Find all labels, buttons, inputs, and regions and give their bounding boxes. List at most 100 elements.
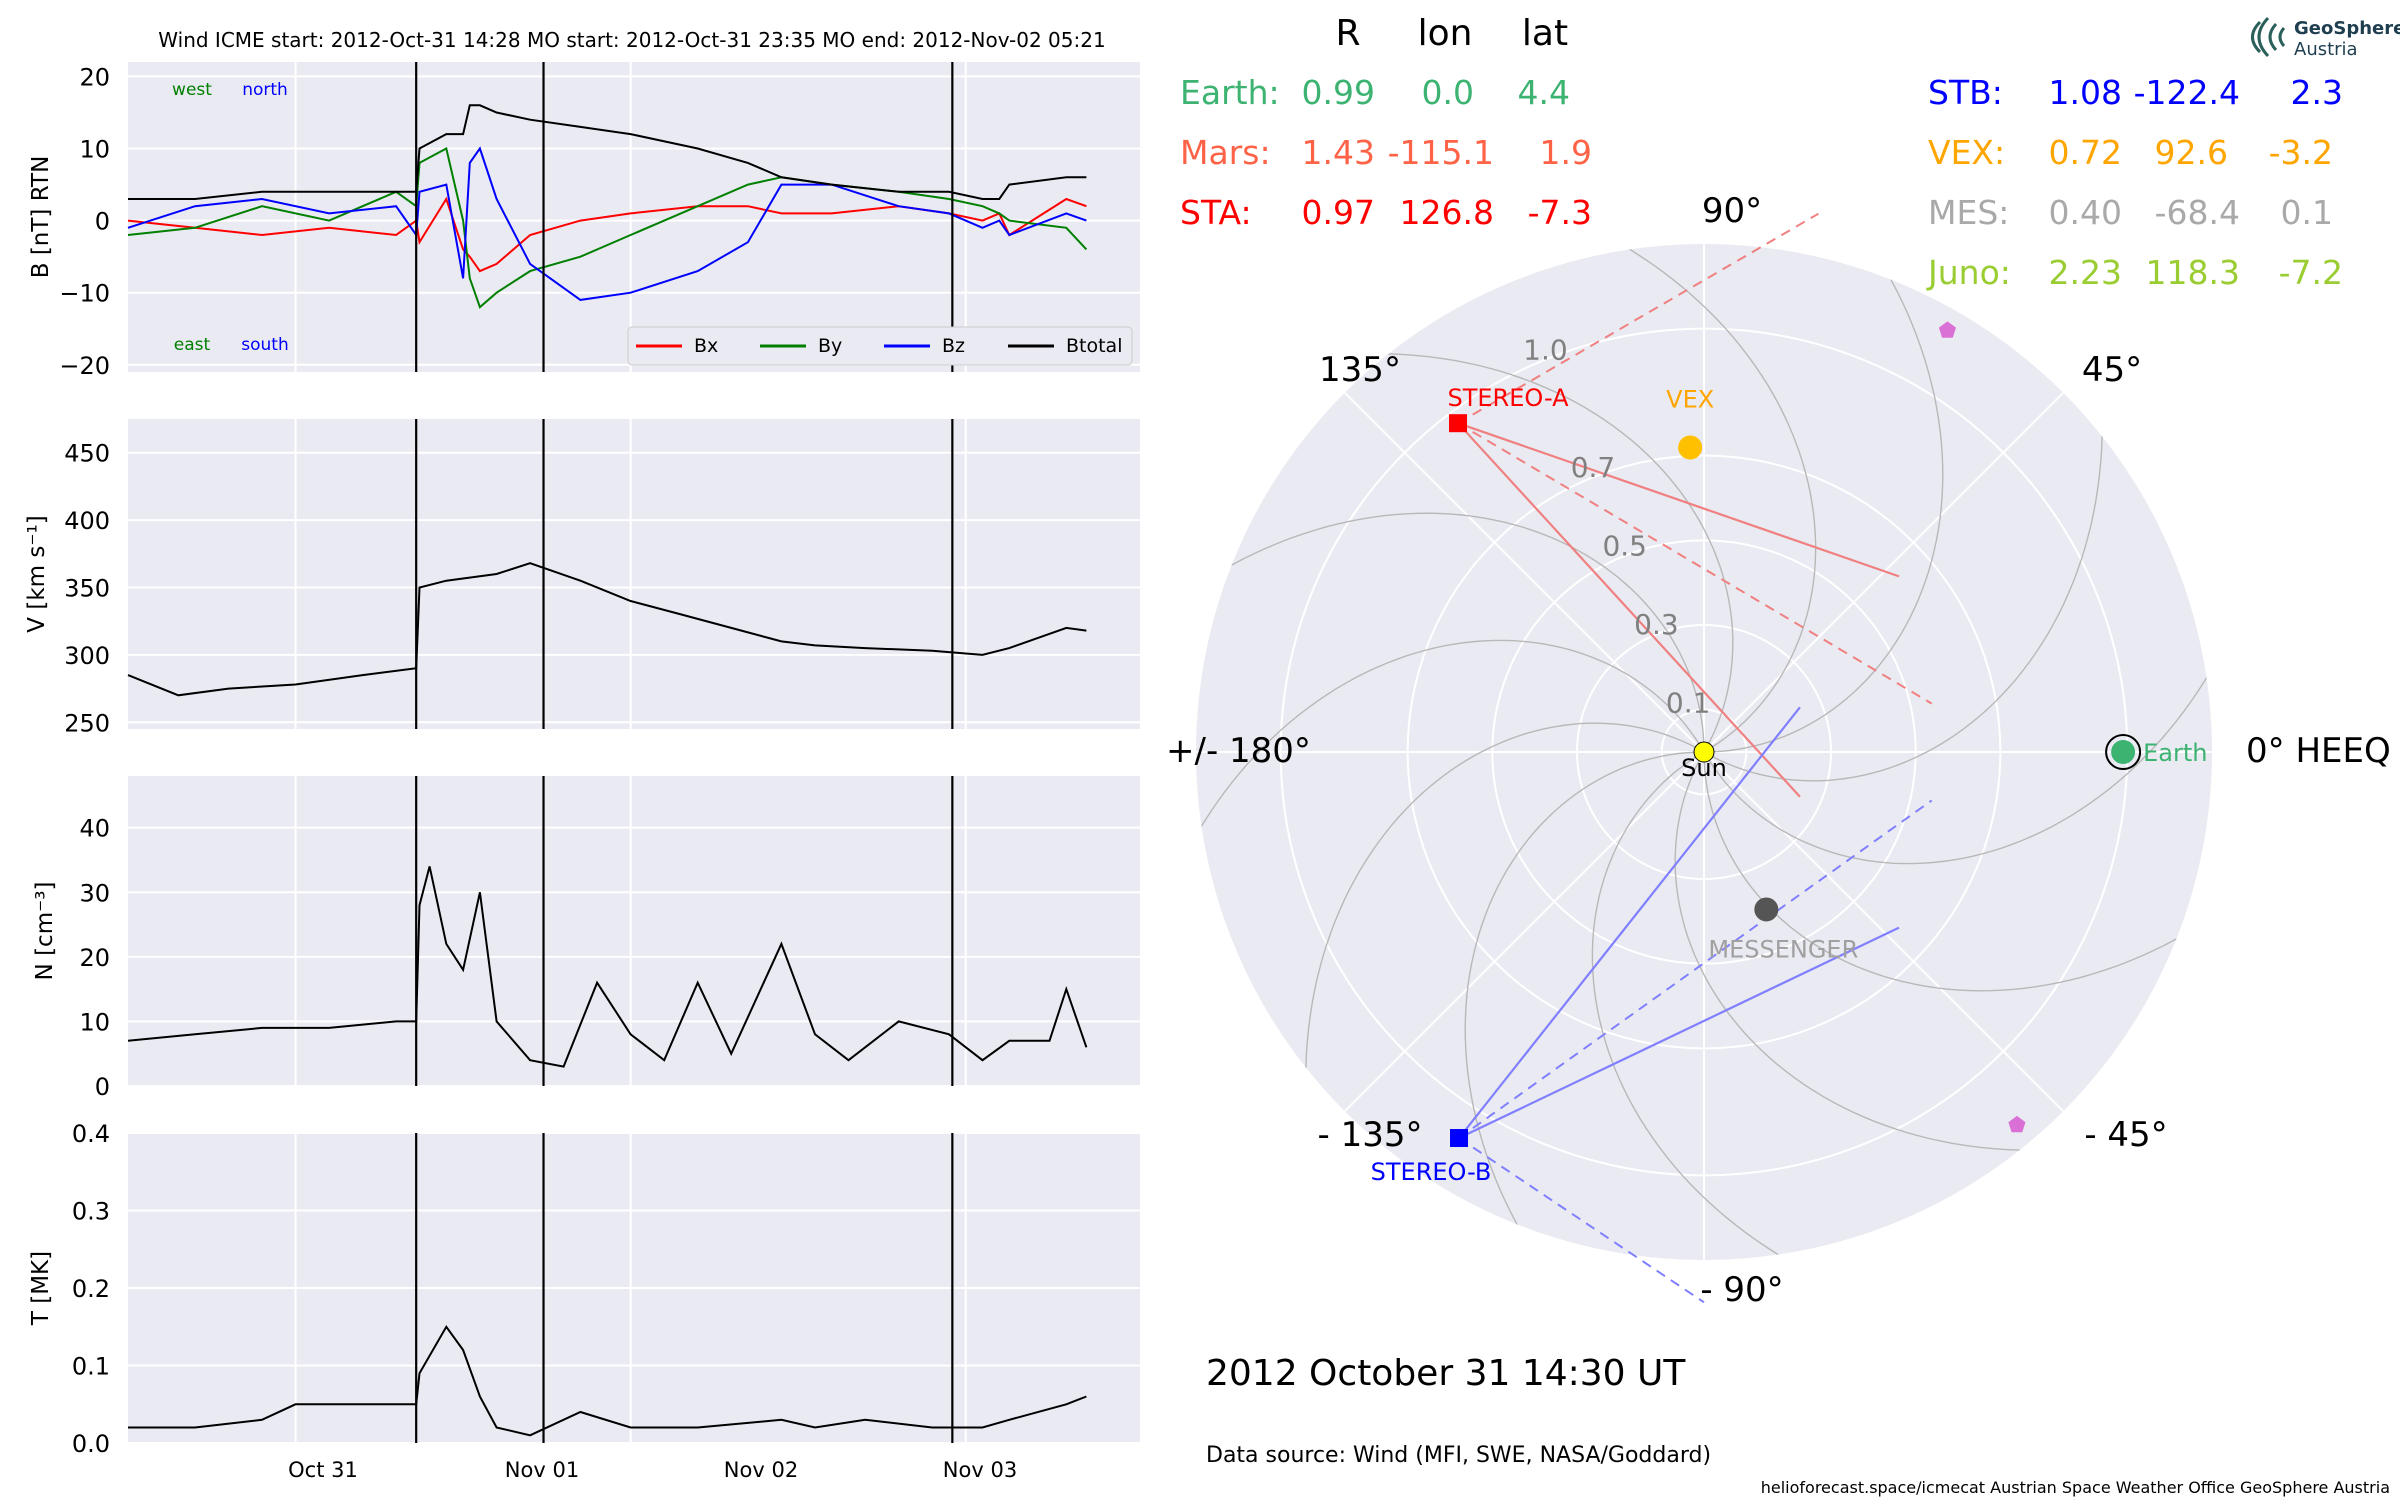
y-tick-label: 10: [79, 136, 110, 164]
polar-r-label: 0.1: [1666, 687, 1711, 720]
annotation-west: west: [172, 80, 212, 100]
panel-v-series: [127, 562, 1087, 697]
table-name-mars: Mars:: [1180, 133, 1271, 172]
theta-label-45: 45°: [2082, 350, 2142, 390]
annotation-north: north: [242, 80, 288, 100]
parker-spiral: [1196, 639, 1705, 850]
series-line-bx: [127, 196, 1087, 273]
position-table: R lon lat Earth: 0.99 0.0 4.4 Mars: 1.43…: [1180, 13, 2343, 292]
polar-ring: [1576, 624, 1832, 880]
panel-n-series: [127, 866, 1088, 1068]
series-line-btotal: [128, 104, 1087, 200]
polar-r-tick-labels: 0.1 0.3 0.5 0.7 1.0: [1523, 333, 1710, 719]
x-tick-label: Oct 31: [288, 1458, 358, 1482]
viewing-ray-dashed: [1457, 422, 1933, 705]
panel-n-yticks: 0 10 20 30 40: [79, 815, 110, 1101]
table-lon-mes: -68.4: [2155, 193, 2240, 232]
timeseries-figure: Wind ICME start: 2012-Oct-31 14:28 MO st…: [24, 28, 1140, 1482]
panel-v-event-lines: [415, 419, 954, 729]
series-line-bz: [127, 146, 1087, 301]
legend-label-btotal: Btotal: [1066, 335, 1122, 357]
polar-grid: [1196, 244, 2212, 1260]
logo-text-line1: GeoSphere: [2294, 18, 2400, 39]
x-tick-labels: Oct 31 Nov 01 Nov 02 Nov 03: [288, 1458, 1017, 1482]
annotation-east: east: [174, 335, 211, 355]
vex-label: VEX: [1666, 386, 1714, 414]
theta-label-0: 0° HEEQ: [2246, 731, 2391, 771]
table-lon-earth: 0.0: [1422, 73, 1474, 112]
table-header-lon: lon: [1418, 13, 1473, 54]
bodies: Sun Earth STEREO-A STEREO-B VEX MESSENGER: [1371, 321, 2207, 1186]
stereo-a-marker: [1449, 414, 1468, 433]
panel-t-ylabel: T [MK]: [28, 1251, 54, 1326]
y-tick-label: −10: [59, 280, 110, 308]
sun-label: Sun: [1681, 754, 1727, 782]
legend-label-bx: Bx: [694, 335, 718, 357]
stereo-b-marker: [1450, 1129, 1469, 1148]
panel-n-grid: [128, 776, 1140, 1087]
sun-marker: [1693, 741, 1715, 763]
geosphere-logo: GeoSphere Austria: [2251, 16, 2400, 60]
table-lat-juno: -7.2: [2279, 253, 2343, 292]
polar-ring: [1279, 327, 2129, 1177]
data-source: Data source: Wind (MFI, SWE, NASA/Goddar…: [1206, 1443, 1711, 1468]
viewing-ray: [1458, 926, 1900, 1140]
polar-theta-tick-labels: 0° HEEQ 45° 90° 135° +/- 180° - 135° - 9…: [1166, 191, 2391, 1310]
parker-spiral: [1361, 352, 1734, 753]
y-tick-label: 0: [95, 1073, 110, 1101]
credits: helioforecast.space/icmecat Austrian Spa…: [1761, 1478, 2390, 1497]
parker-spiral: [1304, 722, 1705, 1095]
y-tick-label: 0.4: [72, 1120, 110, 1148]
panel-t-series: [128, 1324, 1087, 1437]
y-tick-label: 0.3: [72, 1198, 110, 1226]
legend-box: [627, 326, 1133, 366]
mars-marker: [1938, 321, 1956, 338]
table-lat-sta: -7.3: [1528, 193, 1592, 232]
messenger-marker: [1754, 897, 1779, 922]
y-tick-label: 0.2: [72, 1275, 110, 1303]
legend: Bx By Bz Btotal: [627, 326, 1133, 366]
polar-spoke: [1703, 751, 2064, 1112]
polar-plot: 0.1 0.3 0.5 0.7 1.0 Sun Earth STEREO-A STEREO-B…: [1166, 191, 2391, 1310]
y-tick-label: 0: [95, 208, 110, 236]
juno-marker: [2008, 1115, 2026, 1133]
table-name-stb: STB:: [1928, 73, 2003, 112]
y-tick-label: 350: [64, 574, 110, 602]
table-name-juno: Juno:: [1926, 253, 2011, 292]
panel-v: 250 300 350 400 450 V [km s⁻¹]: [24, 419, 1140, 737]
polar-r-label: 0.5: [1602, 530, 1647, 563]
polar-ring: [1406, 454, 2002, 1050]
polar-r-label: 1.0: [1523, 333, 1568, 366]
table-lon-vex: 92.6: [2155, 133, 2228, 172]
panel-v-background: [128, 419, 1140, 729]
panel-v-ylabel: V [km s⁻¹]: [24, 515, 50, 632]
legend-label-by: By: [818, 335, 842, 357]
panel-t-grid: [128, 1132, 1140, 1444]
parker-spiral: [1464, 751, 1705, 1248]
parker-spiral: [1674, 751, 2047, 1152]
polar-r-label: 0.3: [1634, 608, 1679, 641]
theta-label-180: +/- 180°: [1166, 731, 1311, 771]
table-lat-earth: 4.4: [1518, 73, 1570, 112]
theta-label-minus45: - 45°: [2084, 1115, 2167, 1155]
table-lat-mes: 0.1: [2281, 193, 2333, 232]
table-lat-mars: 1.9: [1540, 133, 1592, 172]
table-lon-mars: -115.1: [1388, 133, 1494, 172]
table-r-earth: 0.99: [1302, 73, 1375, 112]
theta-label-minus135: - 135°: [1318, 1115, 1423, 1155]
series-line-t: [128, 1324, 1087, 1437]
stereo-b-label: STEREO-B: [1371, 1158, 1492, 1186]
messenger-label: MESSENGER: [1708, 935, 1858, 963]
y-tick-label: −20: [59, 352, 110, 380]
parker-spiral: [1703, 654, 2212, 865]
earth-ring: [2105, 734, 2142, 770]
table-r-mars: 1.43: [1302, 133, 1375, 172]
panel-b-event-lines: [415, 62, 954, 372]
table-name-mes: MES:: [1928, 193, 2009, 232]
theta-label-90: 90°: [1702, 191, 1762, 231]
y-tick-label: 20: [79, 63, 110, 91]
table-lat-vex: -3.2: [2269, 133, 2333, 172]
table-r-vex: 0.72: [2049, 133, 2122, 172]
panel-v-yticks: 250 300 350 400 450: [64, 440, 110, 738]
viewing-ray-dashed: [1458, 1137, 1705, 1304]
